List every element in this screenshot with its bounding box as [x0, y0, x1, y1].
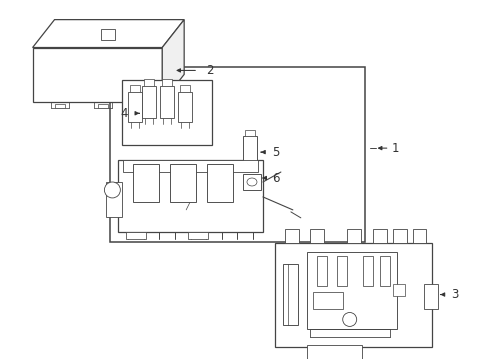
Bar	[274, 243, 431, 347]
Bar	[207, 164, 233, 202]
Bar	[243, 174, 261, 190]
Bar	[133, 164, 159, 202]
Bar	[106, 182, 122, 217]
Bar	[162, 80, 172, 86]
Ellipse shape	[246, 178, 256, 186]
Bar	[122, 80, 212, 145]
Bar	[346, 229, 360, 243]
Text: 6: 6	[271, 171, 279, 185]
Bar	[98, 104, 108, 108]
Bar	[424, 284, 438, 310]
Bar	[126, 232, 146, 239]
Polygon shape	[162, 20, 184, 102]
Bar	[118, 160, 263, 232]
Bar	[283, 264, 297, 325]
Bar	[170, 164, 196, 202]
Circle shape	[104, 182, 120, 198]
Bar	[306, 252, 396, 329]
Bar	[412, 229, 426, 243]
Text: 3: 3	[450, 288, 458, 301]
Bar	[285, 229, 298, 243]
Text: 1: 1	[391, 141, 398, 155]
Text: 4: 4	[121, 107, 128, 120]
Bar	[123, 160, 258, 172]
Text: 2: 2	[205, 64, 213, 77]
Bar	[392, 284, 404, 296]
Bar	[110, 67, 364, 242]
Bar	[309, 229, 323, 243]
Bar	[244, 130, 254, 136]
Text: 5: 5	[271, 145, 279, 159]
Bar	[142, 86, 156, 118]
Bar	[379, 256, 389, 285]
Bar	[33, 48, 162, 102]
Bar	[144, 80, 154, 86]
Bar	[188, 232, 208, 239]
Bar	[336, 256, 346, 285]
Bar	[178, 92, 192, 122]
Polygon shape	[33, 20, 184, 48]
Bar	[101, 28, 115, 40]
Bar	[130, 85, 140, 92]
Bar	[312, 292, 342, 310]
Bar	[128, 92, 142, 122]
Bar	[160, 86, 174, 118]
Circle shape	[342, 312, 356, 327]
Bar	[306, 345, 361, 359]
Bar	[362, 256, 372, 285]
Bar	[372, 229, 386, 243]
Bar	[180, 85, 190, 92]
Bar	[316, 256, 326, 285]
Bar	[55, 104, 64, 108]
Bar	[392, 229, 406, 243]
Bar	[243, 136, 256, 162]
